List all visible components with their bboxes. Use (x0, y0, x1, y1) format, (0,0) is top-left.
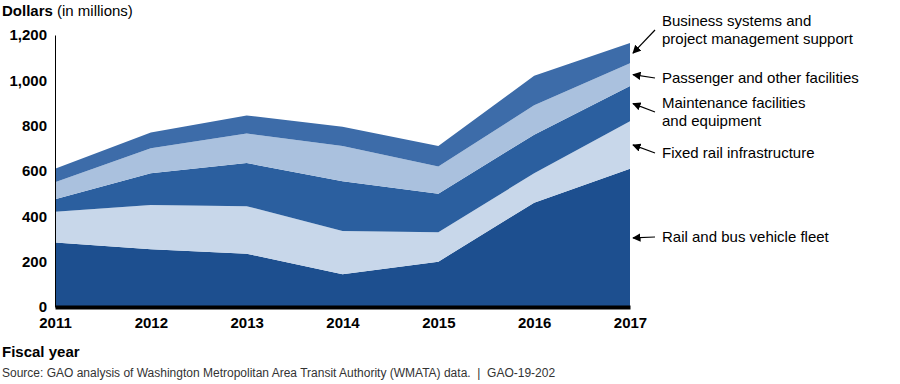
tick: 1,200 (9, 26, 55, 43)
legend-arrow (633, 236, 655, 238)
source: Source: GAO analysis of Washington Metro… (2, 366, 555, 380)
tick: 2013 (230, 307, 263, 331)
chart: 02004006008001,0001,20020112012201320142… (0, 0, 900, 384)
legend-label: Business systems andproject management s… (662, 12, 854, 47)
y-axis-title: Dollars (in millions) (2, 2, 133, 19)
legend: Rail and bus vehicle fleet Fixed rail inf… (633, 12, 859, 245)
legend-arrow (633, 104, 655, 112)
legend-label: Maintenance facilitiesand equipment (662, 94, 805, 129)
tick: 2012 (135, 307, 168, 331)
tick-label: 2011 (39, 314, 72, 331)
y-axis: 02004006008001,0001,200 (9, 26, 55, 315)
tick-label: 200 (22, 253, 47, 270)
legend-arrow (633, 145, 655, 153)
tick-label: 2012 (135, 314, 168, 331)
x-axis: 2011 2012 2013 2014 2015 2016 2017 (39, 307, 647, 331)
tick-label: 2016 (518, 314, 551, 331)
tick: 800 (22, 117, 55, 134)
legend-arrow (633, 30, 655, 53)
tick-label: 2013 (230, 314, 263, 331)
tick: 400 (22, 208, 55, 225)
tick-label: 2015 (422, 314, 455, 331)
tick: 1,000 (9, 72, 55, 89)
axis-line (56, 306, 631, 310)
tick: 2016 (518, 307, 551, 331)
tick-label: 800 (22, 117, 47, 134)
tick-label: 2017 (614, 314, 647, 331)
legend-arrow (633, 75, 655, 78)
tick-label: 1,200 (9, 26, 47, 43)
tick: 2015 (422, 307, 455, 331)
plot-area (55, 43, 630, 307)
tick: 200 (22, 253, 55, 270)
tick-label: 400 (22, 208, 47, 225)
legend-label: Rail and bus vehicle fleet (662, 228, 830, 245)
tick: 2017 (614, 307, 647, 331)
area (55, 43, 630, 182)
tick: 2011 (39, 307, 72, 331)
legend-label: Passenger and other facilities (662, 69, 859, 86)
tick-label: 600 (22, 162, 47, 179)
tick: 2014 (326, 307, 360, 331)
tick-label: 2014 (326, 314, 360, 331)
axis-line (55, 36, 56, 308)
x-axis-title: Fiscal year (2, 343, 80, 360)
legend-label: Fixed rail infrastructure (662, 144, 815, 161)
tick: 600 (22, 162, 55, 179)
tick-label: 1,000 (9, 72, 47, 89)
